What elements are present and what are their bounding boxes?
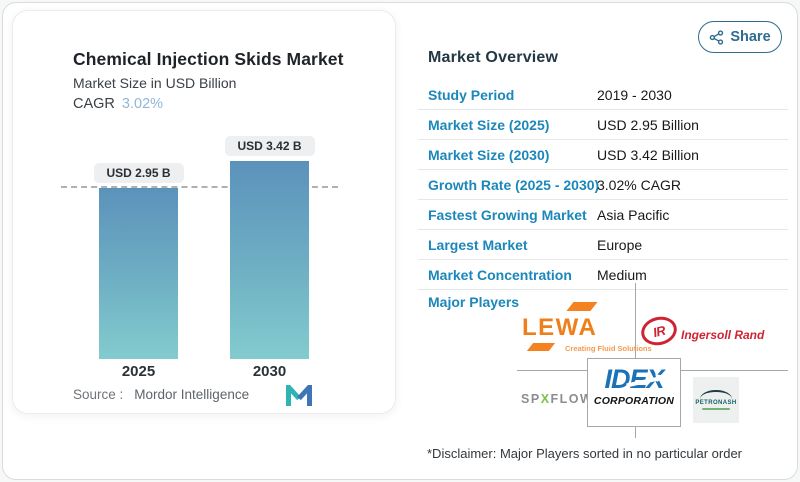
- row-label: Market Size (2025): [428, 116, 550, 133]
- row-label: Fastest Growing Market: [428, 206, 587, 223]
- row-value: 2019 - 2030: [597, 86, 672, 103]
- disclaimer-text: *Disclaimer: Major Players sorted in no …: [427, 446, 743, 461]
- row-label: Growth Rate (2025 - 2030): [428, 176, 600, 193]
- ingersoll-rand-logo: IR Ingersoll Rand: [638, 313, 787, 349]
- row-value: Medium: [597, 266, 647, 283]
- row-fastest-growing-market: Fastest Growing Market Asia Pacific: [418, 200, 788, 230]
- row-label: Market Concentration: [428, 266, 572, 283]
- row-study-period: Study Period 2019 - 2030: [418, 80, 788, 110]
- reference-dashed-line: [61, 186, 338, 189]
- bar-value-badge-2025: USD 2.95 B: [93, 163, 184, 184]
- chart-card: Chemical Injection Skids Market Market S…: [12, 10, 396, 414]
- lewa-tagline: Creating Fluid Solutions: [565, 344, 652, 353]
- idex-plane-icon: [654, 372, 667, 382]
- row-value: USD 3.42 Billion: [597, 146, 699, 163]
- petronash-tagline-strip: [702, 407, 730, 411]
- idex-wordmark: IDEX: [604, 364, 679, 395]
- row-value: 3.02% CAGR: [597, 176, 682, 193]
- source-name: Mordor Intelligence: [134, 387, 250, 402]
- lewa-logo: LEWA Creating Fluid Solutions: [518, 300, 652, 358]
- spxflow-part1: SP: [521, 392, 541, 406]
- row-value: USD 2.95 Billion: [597, 116, 699, 133]
- major-players-label: Major Players: [428, 294, 520, 310]
- share-icon: [710, 29, 724, 45]
- petronash-swoosh-icon: [700, 389, 732, 399]
- bar-value-badge-2030: USD 3.42 B: [224, 136, 315, 156]
- spxflow-logo: SPXFLOW: [521, 392, 593, 406]
- idex-corporation-logo: IDEX CORPORATION: [587, 358, 681, 427]
- overview-heading: Market Overview: [428, 49, 559, 66]
- row-market-size-2030: Market Size (2030) USD 3.42 Billion: [418, 140, 788, 170]
- cagr-value: 3.02%: [121, 96, 164, 112]
- row-market-concentration: Market Concentration Medium: [418, 260, 788, 290]
- row-label: Market Size (2030): [428, 146, 550, 163]
- source-line: Source : Mordor Intelligence: [73, 387, 249, 402]
- logo-grid-vertical-divider: [635, 283, 636, 370]
- share-button[interactable]: Share: [698, 21, 782, 53]
- row-label: Largest Market: [428, 236, 528, 253]
- x-axis-label-2030: 2030: [252, 363, 287, 380]
- x-axis-label-2025: 2025: [121, 363, 156, 380]
- bar-2025[interactable]: USD 2.95 B: [93, 163, 184, 359]
- lewa-wordmark: LEWA: [522, 314, 598, 341]
- ingersoll-rand-wordmark: Ingersoll Rand: [681, 327, 765, 342]
- spxflow-part2: FLOW: [550, 392, 594, 406]
- row-largest-market: Largest Market Europe: [418, 230, 788, 260]
- overview-table: Study Period 2019 - 2030 Market Size (20…: [418, 80, 788, 290]
- bar-chart: USD 2.95 B USD 3.42 B 2025 2030: [61, 136, 338, 380]
- spxflow-x: X: [540, 392, 551, 406]
- source-label: Source :: [73, 387, 124, 402]
- chart-title: Chemical Injection Skids Market: [73, 49, 344, 69]
- share-button-label: Share: [730, 29, 771, 45]
- petronash-wordmark: PETRONASH: [695, 399, 737, 406]
- petronash-logo: PETRONASH: [693, 377, 739, 423]
- cagr-label: CAGR: [73, 96, 115, 112]
- row-value: Asia Pacific: [597, 206, 670, 223]
- cagr-line: CAGR 3.02%: [73, 96, 163, 112]
- lewa-slash-icon: [566, 302, 598, 311]
- row-label: Study Period: [428, 86, 515, 103]
- bar-2030[interactable]: USD 3.42 B: [224, 136, 315, 359]
- row-market-size-2025: Market Size (2025) USD 2.95 Billion: [418, 110, 788, 140]
- lewa-slash-icon: [526, 343, 556, 351]
- row-value: Europe: [597, 236, 643, 253]
- logo-grid-vertical-divider-bottom: [635, 424, 636, 438]
- ingersoll-rand-oval-icon: IR: [638, 313, 680, 349]
- ingersoll-rand-abbr: IR: [651, 322, 667, 340]
- mordor-intelligence-logo-icon: [286, 385, 312, 406]
- row-growth-rate: Growth Rate (2025 - 2030) 3.02% CAGR: [418, 170, 788, 200]
- chart-subtitle: Market Size in USD Billion: [73, 75, 237, 91]
- idex-corporation-text: CORPORATION: [593, 395, 675, 407]
